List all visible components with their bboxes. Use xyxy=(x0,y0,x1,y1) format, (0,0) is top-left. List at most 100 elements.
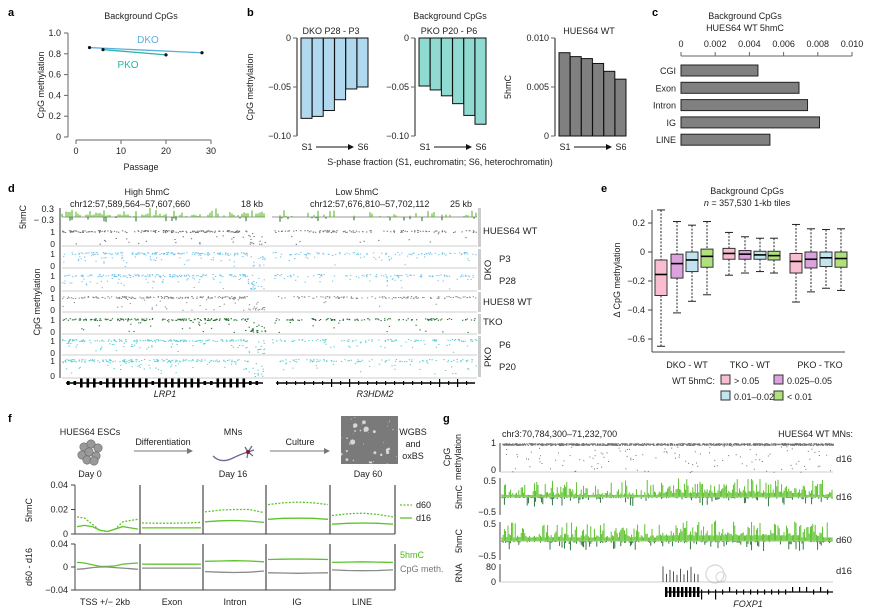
track-label: P6 xyxy=(499,340,511,351)
image-spot xyxy=(396,455,398,457)
bar xyxy=(334,37,347,101)
x-tick-label: 30 xyxy=(206,146,216,156)
gene-name: FOXP1 xyxy=(733,599,763,609)
difference-5hmc-line xyxy=(76,561,139,568)
series-label-dko: DKO xyxy=(137,35,159,46)
legend-swatch xyxy=(773,390,784,401)
bar xyxy=(592,62,605,137)
category-label: Intron xyxy=(223,597,246,607)
y-axis-label: d60 - d16 xyxy=(24,548,34,586)
series-line-pko xyxy=(102,48,167,56)
methylation-dots xyxy=(63,252,266,267)
schematic-label: and xyxy=(405,439,420,449)
arrow-head-icon xyxy=(348,144,354,150)
image-spot xyxy=(385,448,389,452)
x-end-label: S6 xyxy=(475,142,486,152)
arrow-head-icon xyxy=(606,144,612,150)
chart-title: Background CpGs xyxy=(104,11,178,21)
legend-swatch xyxy=(720,374,731,385)
y-tick-label: 0.04 xyxy=(50,480,68,490)
category-label: CGI xyxy=(660,66,676,76)
region-size: 18 kb xyxy=(241,199,263,209)
data-point xyxy=(87,45,92,50)
legend-label: < 0.01 xyxy=(787,392,812,402)
cell xyxy=(93,443,103,453)
category-label: IG xyxy=(292,597,302,607)
methylation-dots xyxy=(62,296,266,311)
tick-label: − 0.3 xyxy=(34,215,54,225)
box-0-2 xyxy=(685,224,699,302)
box-2-0 xyxy=(789,223,803,303)
bar xyxy=(418,37,431,87)
box-0-0 xyxy=(654,209,668,347)
image-spot xyxy=(352,459,355,462)
legend-label: d16 xyxy=(416,513,431,523)
image-spot xyxy=(386,463,388,465)
5hmc-bars-down xyxy=(501,541,832,551)
methylation-track-p28: 10 xyxy=(50,271,477,294)
y-tick-label: 0.8 xyxy=(48,49,61,59)
bar xyxy=(603,70,616,137)
methylation-dots xyxy=(274,318,476,333)
subplot-title: HUES64 WT xyxy=(563,26,615,36)
x-start-label: S1 xyxy=(419,142,430,152)
image-spot xyxy=(353,423,358,428)
y-tick-label: 0 xyxy=(63,529,68,539)
methylation-track-hues64-wt: 10 xyxy=(50,227,477,249)
track-label: d60 xyxy=(836,535,852,546)
y-tick-label: 1.0 xyxy=(48,28,61,38)
panel-label-a: a xyxy=(8,7,15,19)
box-2-2 xyxy=(819,229,833,289)
y-axis-label: 5hmC xyxy=(503,75,513,100)
tick-label: 0 xyxy=(50,284,55,294)
image-spot xyxy=(359,429,362,432)
y-tick-label: −0.2 xyxy=(627,276,645,286)
methylation-dots xyxy=(502,443,834,473)
box xyxy=(700,248,714,268)
n-symbol: n xyxy=(704,198,709,208)
category-label: DKO - WT xyxy=(666,360,708,370)
image-spot xyxy=(349,443,351,445)
panel-label-g: g xyxy=(443,413,450,425)
methylation-track-p20: 10 xyxy=(50,356,477,381)
tick-label: 1 xyxy=(50,315,55,325)
tick-label: 1 xyxy=(50,249,55,259)
neuron-shape xyxy=(212,445,255,462)
image-spot xyxy=(361,423,363,425)
y-tick-label: 0 xyxy=(286,33,291,43)
x-tick-label: 0.010 xyxy=(841,39,864,49)
chart-title: Background CpGs xyxy=(413,11,487,21)
methylation-dots xyxy=(279,359,477,375)
tick-label: 1 xyxy=(491,438,496,448)
microscopy-image xyxy=(340,416,398,465)
image-spot xyxy=(363,443,365,445)
legend-label: d60 xyxy=(416,500,431,510)
difference-5hmc-line xyxy=(331,561,394,564)
y-tick-label: −0.10 xyxy=(268,131,291,141)
x-tick-label: 0.008 xyxy=(807,39,830,49)
panel-g-genome-tracks: chr3:70,784,300–71,232,700 HUES64 WT MNs:… xyxy=(442,429,853,609)
methylation-dots xyxy=(62,318,267,333)
image-spot xyxy=(392,428,394,431)
box-2-3 xyxy=(834,228,848,291)
tick-label: 0 xyxy=(491,465,496,475)
tick-label: 0 xyxy=(50,261,55,271)
y-tick-label: 0.2 xyxy=(632,218,645,228)
track-label: P20 xyxy=(499,362,516,373)
y-tick-label: 0 xyxy=(404,33,409,43)
gene-exons xyxy=(665,587,829,600)
schematic-label: oxBS xyxy=(402,451,424,461)
image-background xyxy=(341,416,398,464)
series-line-dko xyxy=(89,46,203,54)
y-tick-label: 0 xyxy=(56,132,61,142)
x-tick-label: 20 xyxy=(161,146,171,156)
gene-name: R3HDM2 xyxy=(356,389,393,399)
category-label: Exon xyxy=(162,597,183,607)
chart-title: Background CpGs xyxy=(708,11,782,21)
track-group-bar xyxy=(478,292,481,312)
bar-line xyxy=(680,133,771,146)
image-spot xyxy=(387,422,389,424)
x-tick-label: 10 xyxy=(116,146,126,156)
y-tick-label: 0 xyxy=(640,247,645,257)
tick-label: 0 xyxy=(50,327,55,337)
